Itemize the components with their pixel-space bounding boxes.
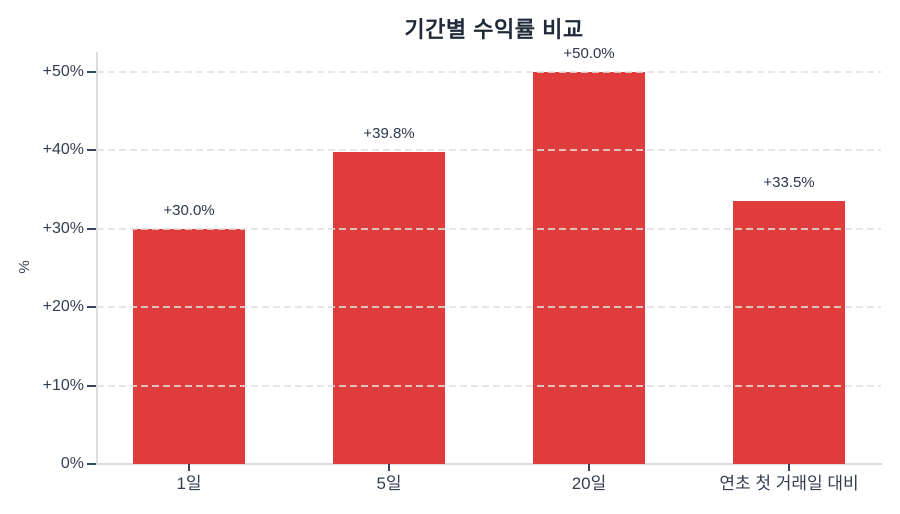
bar-value-label: +30.0% — [163, 201, 215, 219]
x-tick-label: 1일 — [176, 474, 202, 493]
gridline — [97, 71, 881, 73]
bar-value-label: +50.0% — [563, 45, 615, 62]
y-tick-label: +30% — [42, 219, 84, 237]
y-tick-mark — [87, 71, 96, 73]
x-tick-label: 5일 — [376, 474, 402, 493]
y-tick-label: +40% — [42, 141, 84, 159]
y-tick-label: +10% — [42, 376, 84, 394]
y-tick-label: +20% — [42, 298, 84, 316]
bar — [733, 201, 845, 464]
y-tick-mark — [87, 463, 96, 465]
chart-title: 기간별 수익률 비교 — [404, 17, 584, 42]
y-tick-mark — [87, 384, 96, 387]
y-tick-label: +50% — [42, 63, 84, 80]
x-tick-label: 20일 — [571, 474, 607, 493]
gridline — [97, 227, 881, 230]
y-tick-mark — [87, 227, 96, 230]
x-tick-mark — [588, 464, 590, 471]
y-axis-line — [96, 52, 98, 464]
gridline — [97, 306, 881, 309]
bar-value-label: +39.8% — [363, 124, 415, 142]
x-tick-mark — [188, 464, 190, 471]
x-tick-mark — [388, 464, 390, 471]
gridline — [97, 384, 881, 387]
bar-value-label: +33.5% — [763, 174, 815, 192]
bar — [133, 228, 245, 464]
x-tick-label: 연초 첫 거래일 대비 — [719, 474, 859, 493]
gridline — [97, 149, 881, 152]
x-tick-mark — [788, 464, 790, 471]
x-axis-line — [96, 463, 882, 465]
y-tick-mark — [87, 306, 96, 309]
y-tick-mark — [87, 149, 96, 152]
bar — [533, 72, 645, 464]
y-tick-label: 0% — [60, 455, 84, 472]
